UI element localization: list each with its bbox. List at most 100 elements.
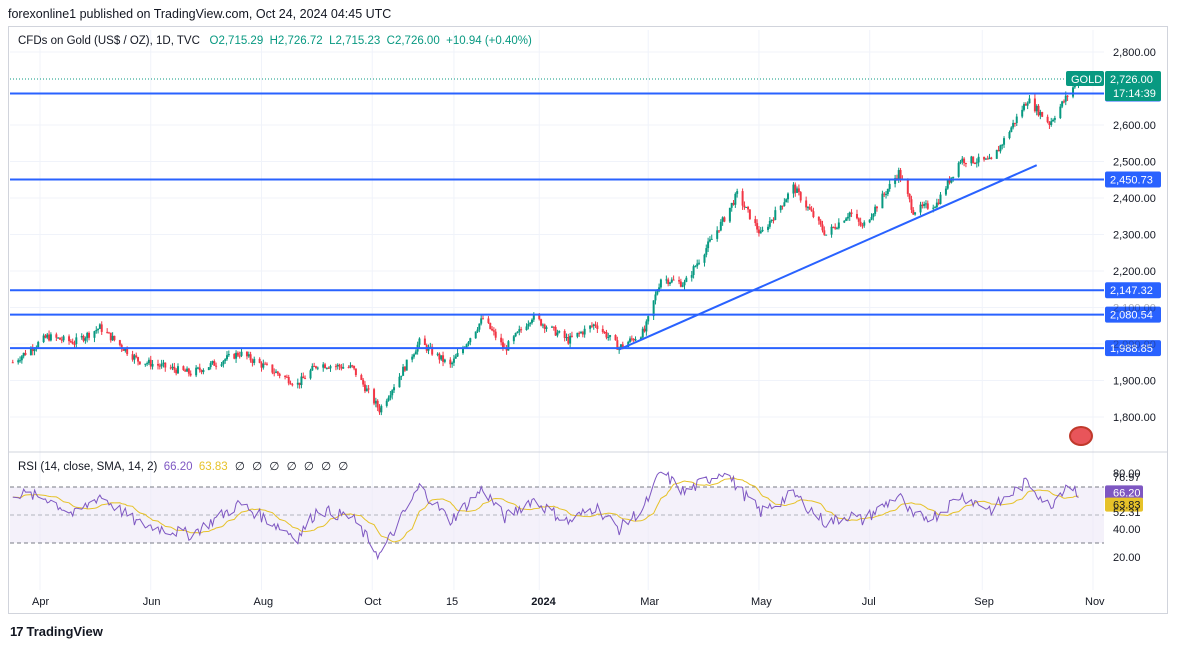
candle-body — [1035, 105, 1038, 112]
candle-body — [912, 209, 915, 215]
candle-body — [467, 342, 470, 345]
candle-body — [149, 359, 152, 367]
candle-body — [823, 230, 826, 235]
candle-body — [494, 331, 497, 338]
candle-body — [995, 149, 998, 159]
candle-body — [109, 332, 112, 341]
candle-body — [220, 364, 223, 366]
candle-body — [578, 332, 581, 334]
candle-body — [761, 229, 764, 232]
candle-body — [480, 318, 483, 324]
candle-body — [325, 367, 328, 369]
candle-body — [685, 277, 688, 282]
candle-body — [1053, 117, 1056, 120]
rsi-placeholder: ∅ — [321, 461, 332, 473]
us-flag-event-icon[interactable] — [1069, 426, 1093, 446]
candle-body — [516, 331, 519, 333]
candle-body — [452, 358, 455, 363]
countdown-label: 17:14:39 — [1113, 88, 1156, 100]
candle-body — [830, 226, 833, 235]
candle-body — [607, 336, 610, 338]
time-axis-label: Sep — [974, 596, 994, 608]
candle-body — [812, 211, 815, 217]
candle-body — [997, 149, 1000, 152]
candle-body — [107, 332, 110, 334]
candle-body — [362, 379, 365, 385]
time-axis-label: May — [751, 596, 772, 608]
candle-body — [545, 327, 548, 329]
candle-body — [1066, 95, 1069, 97]
candle-body — [670, 279, 673, 283]
candle-body — [469, 338, 472, 343]
candle-body — [783, 202, 786, 207]
candle-body — [894, 178, 897, 184]
candle-body — [186, 368, 189, 372]
candle-body — [113, 335, 116, 341]
candle-body — [647, 316, 650, 322]
candle-body — [756, 223, 759, 230]
rsi-value-tag — [1105, 485, 1143, 500]
candle-body — [313, 365, 316, 367]
candle-body — [195, 367, 198, 376]
candle-body — [698, 262, 701, 264]
candle-body — [937, 202, 940, 204]
candle-body — [532, 314, 535, 320]
candle-body — [529, 322, 532, 324]
candle-body — [770, 219, 773, 221]
candle-body — [443, 359, 446, 362]
candle-body — [837, 222, 840, 229]
candle-body — [80, 336, 83, 338]
candle-body — [656, 291, 659, 295]
candle-body — [431, 346, 434, 355]
candle-body — [400, 375, 403, 377]
candle-body — [719, 221, 722, 231]
candle-body — [209, 363, 212, 368]
candle-body — [215, 365, 218, 367]
candle-body — [683, 281, 686, 286]
candle-body — [710, 238, 713, 240]
candle-body — [1059, 106, 1062, 118]
candle-body — [944, 188, 947, 195]
candle-body — [781, 205, 784, 207]
candle-body — [957, 162, 960, 177]
tradingview-footer: 17 TradingView — [10, 624, 103, 639]
level-price-tag — [1105, 282, 1161, 299]
candle-body — [505, 347, 508, 351]
candle-body — [1037, 105, 1040, 116]
candle-body — [659, 279, 662, 288]
candle-body — [211, 361, 214, 364]
candle-body — [897, 170, 900, 180]
candle-body — [886, 189, 889, 195]
published-line: forexonline1 published on TradingView.co… — [8, 7, 392, 21]
time-axis-label: Oct — [364, 596, 381, 608]
candle-body — [298, 382, 301, 385]
candle-body — [1003, 138, 1006, 145]
rsi-placeholder: ∅ — [269, 461, 280, 473]
candle-body — [438, 353, 441, 360]
candle-body — [122, 348, 125, 351]
candle-body — [120, 344, 123, 349]
candle-body — [868, 219, 871, 223]
last-price-tag — [1105, 71, 1161, 102]
candle-body — [614, 335, 617, 341]
candle-body — [1050, 121, 1053, 126]
candle-body — [20, 356, 23, 361]
candle-body — [462, 347, 465, 354]
candle-body — [31, 348, 34, 352]
candle-body — [60, 339, 63, 341]
candle-body — [1026, 103, 1029, 106]
candle-body — [594, 324, 597, 326]
candle-body — [678, 280, 681, 282]
candle-body — [200, 370, 203, 373]
candle-body — [500, 337, 503, 343]
candle-body — [49, 334, 52, 341]
candle-body — [235, 352, 238, 359]
candle-body — [590, 325, 593, 327]
candle-body — [899, 170, 902, 180]
candle-body — [759, 231, 762, 234]
candle-body — [11, 362, 14, 364]
candle-body — [580, 332, 583, 334]
legend-high: H2,726.72 — [269, 35, 323, 47]
candle-body — [1015, 116, 1018, 124]
